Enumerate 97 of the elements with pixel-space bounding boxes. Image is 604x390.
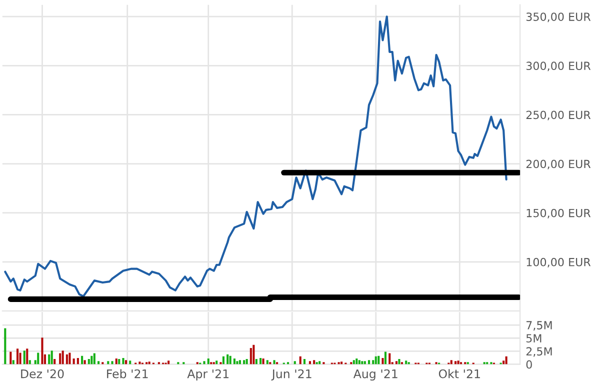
bar: [374, 356, 377, 364]
bar: [93, 353, 96, 364]
bar: [303, 359, 306, 364]
bar: [37, 352, 40, 364]
x-tick-label: Okt '21: [438, 369, 480, 378]
bar: [12, 360, 14, 364]
x-tick-label: Aug '21: [353, 369, 398, 381]
bar: [266, 360, 268, 364]
bar: [81, 356, 84, 364]
bar: [313, 360, 316, 364]
bar: [340, 362, 343, 364]
bar: [252, 344, 255, 364]
bar: [115, 358, 118, 364]
bar: [111, 361, 114, 364]
bar: [294, 361, 296, 364]
bar: [378, 356, 380, 364]
line-series: [4, 16, 508, 298]
bar: [122, 358, 124, 364]
bar: [59, 353, 62, 364]
bar: [405, 360, 408, 364]
bar: [148, 362, 150, 364]
bar: [216, 360, 218, 364]
bar: [76, 358, 79, 364]
bar: [236, 361, 238, 364]
bar: [382, 358, 384, 364]
bar: [243, 360, 246, 364]
bar: [84, 360, 86, 364]
bar: [88, 359, 90, 364]
bar: [23, 350, 26, 364]
bar: [10, 352, 12, 364]
bar: [226, 354, 229, 364]
bar: [62, 350, 64, 364]
y-tick-label: 150,00 EUR: [526, 208, 591, 218]
bar: [260, 358, 262, 364]
bar: [138, 362, 141, 364]
y-tick-label: 350,00 EUR: [526, 12, 591, 22]
bar: [233, 358, 236, 364]
y-tick-label: 100,00 EUR: [526, 258, 591, 268]
bar: [395, 361, 398, 364]
bar: [72, 358, 75, 364]
bar: [207, 358, 210, 364]
y-tick-label: 2,5M: [526, 347, 552, 357]
bar: [19, 352, 22, 364]
bar: [356, 358, 358, 364]
bar: [250, 348, 252, 364]
bar: [48, 354, 50, 364]
bar: [255, 359, 258, 364]
bar: [90, 356, 93, 364]
bar: [68, 352, 71, 364]
bar: [368, 360, 370, 364]
y-tick-label: 300,00 EUR: [526, 62, 591, 72]
bar: [364, 361, 366, 364]
bar: [372, 360, 374, 364]
bar: [168, 360, 170, 364]
bar: [129, 360, 132, 364]
bar: [66, 354, 68, 364]
bar: [54, 359, 56, 364]
y-tick-label: 250,00 EUR: [526, 110, 591, 120]
x-tick-label: Dez '20: [21, 369, 64, 378]
bar: [124, 360, 128, 364]
y-tick-label: 7,5M: [526, 321, 552, 331]
bar: [361, 361, 364, 364]
bar: [308, 361, 311, 364]
bar: [4, 328, 6, 364]
bar: [384, 352, 387, 364]
bar: [398, 359, 400, 364]
bar: [505, 356, 508, 364]
bar: [352, 360, 355, 364]
bar: [388, 353, 391, 364]
x-tick-label: Jun '21: [271, 369, 312, 380]
bar: [229, 356, 232, 364]
bar: [50, 350, 53, 364]
y-tick-label: 0: [526, 360, 532, 369]
bar: [107, 361, 110, 364]
bar: [273, 360, 276, 364]
bar: [262, 358, 264, 364]
bar: [28, 360, 31, 364]
bar: [203, 361, 206, 364]
bar: [16, 348, 19, 364]
bar: [299, 356, 302, 364]
bar: [238, 360, 241, 364]
bar: [358, 360, 360, 364]
bar: [41, 338, 44, 364]
bar: [450, 360, 452, 364]
y-tick-label: 200,00 EUR: [526, 160, 591, 170]
bar: [246, 359, 248, 364]
x-tick-label: Apr '21: [187, 369, 228, 381]
bar: [118, 359, 120, 364]
x-tick-label: Feb '21: [107, 369, 148, 378]
bar: [318, 361, 321, 364]
bar: [98, 361, 100, 364]
bar: [502, 360, 505, 364]
bar: [457, 360, 460, 364]
bar: [222, 356, 224, 364]
bar: [454, 361, 457, 364]
y-tick-label: 5M: [526, 334, 542, 343]
bar: [26, 348, 28, 364]
